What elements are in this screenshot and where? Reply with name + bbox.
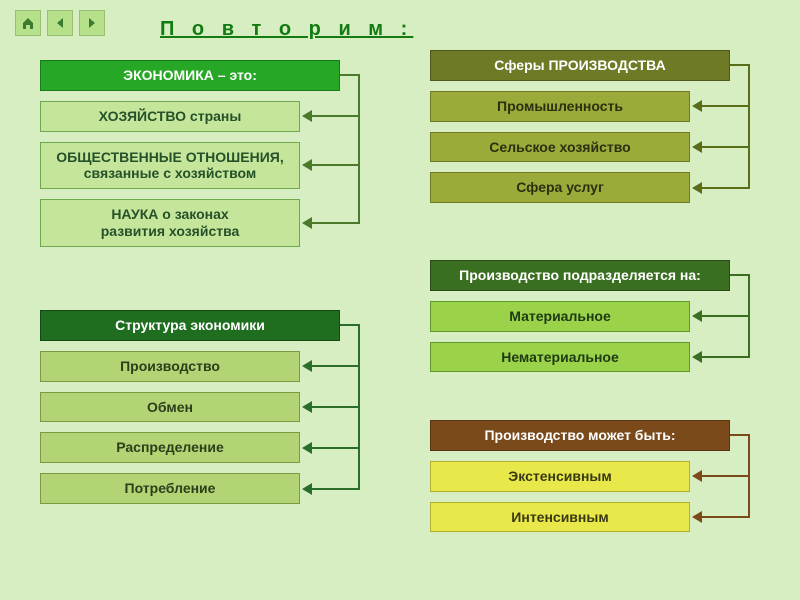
item-spheres-1: Сельское хозяйство <box>430 132 690 163</box>
arrow-icon <box>302 483 312 495</box>
item-economy-2: НАУКА о законахразвития хозяйства <box>40 199 300 247</box>
connector-line <box>702 105 748 107</box>
connector-line <box>702 146 748 148</box>
connector-line <box>340 324 360 326</box>
arrow-icon <box>692 470 702 482</box>
arrow-icon <box>692 351 702 363</box>
arrow-icon <box>302 442 312 454</box>
prev-button[interactable] <box>47 10 73 36</box>
connector-trunk <box>748 65 750 188</box>
item-structure-3: Потребление <box>40 473 300 504</box>
page-title: П о в т о р и м : <box>160 18 413 41</box>
home-icon <box>21 16 35 30</box>
connector-line <box>312 164 358 166</box>
connector-trunk <box>358 325 360 489</box>
prev-icon <box>54 17 66 29</box>
item-structure-1: Обмен <box>40 392 300 423</box>
connector-line <box>312 406 358 408</box>
connector-trunk <box>358 75 360 224</box>
item-structure-0: Производство <box>40 351 300 382</box>
item-spheres-0: Промышленность <box>430 91 690 122</box>
item-economy-1: ОБЩЕСТВЕННЫЕ ОТНОШЕНИЯ,связанные с хозяй… <box>40 142 300 190</box>
connector-line <box>730 64 750 66</box>
connector-line <box>702 475 748 477</box>
connector-line <box>340 74 360 76</box>
arrow-icon <box>302 217 312 229</box>
connector-line <box>702 516 748 518</box>
arrow-icon <box>692 141 702 153</box>
group-header-spheres: Сферы ПРОИЗВОДСТВА <box>430 50 730 81</box>
item-maybe-1: Интенсивным <box>430 502 690 533</box>
arrow-icon <box>302 401 312 413</box>
next-button[interactable] <box>79 10 105 36</box>
item-economy-0: ХОЗЯЙСТВО страны <box>40 101 300 132</box>
group-header-divides: Производство подразделяется на: <box>430 260 730 291</box>
item-divides-1: Нематериальное <box>430 342 690 373</box>
group-structure: Структура экономики Производство Обмен Расп… <box>40 310 380 522</box>
group-divides: Производство подразделяется на: Материаль… <box>430 260 770 390</box>
connector-line <box>702 315 748 317</box>
connector-line <box>312 115 358 117</box>
home-button[interactable] <box>15 10 41 36</box>
group-maybe: Производство может быть: Экстенсивным Инте… <box>430 420 770 550</box>
arrow-icon <box>692 511 702 523</box>
connector-line <box>312 222 358 224</box>
group-header-structure: Структура экономики <box>40 310 340 341</box>
connector-line <box>730 434 750 436</box>
arrow-icon <box>692 310 702 322</box>
item-maybe-0: Экстенсивным <box>430 461 690 492</box>
group-header-economy: ЭКОНОМИКА – это: <box>40 60 340 91</box>
connector-trunk <box>748 275 750 358</box>
group-spheres: Сферы ПРОИЗВОДСТВА Промышленность Сельское… <box>430 50 770 221</box>
arrow-icon <box>692 100 702 112</box>
item-structure-2: Распределение <box>40 432 300 463</box>
arrow-icon <box>302 360 312 372</box>
connector-trunk <box>748 435 750 518</box>
connector-line <box>312 447 358 449</box>
next-icon <box>86 17 98 29</box>
connector-line <box>702 187 748 189</box>
group-header-maybe: Производство может быть: <box>430 420 730 451</box>
arrow-icon <box>302 159 312 171</box>
group-economy: ЭКОНОМИКА – это: ХОЗЯЙСТВО страны ОБЩЕСТВЕ… <box>40 60 380 265</box>
connector-line <box>702 356 748 358</box>
connector-line <box>730 274 750 276</box>
arrow-icon <box>302 110 312 122</box>
connector-line <box>312 488 358 490</box>
item-divides-0: Материальное <box>430 301 690 332</box>
arrow-icon <box>692 182 702 194</box>
item-spheres-2: Сфера услуг <box>430 172 690 203</box>
connector-line <box>312 365 358 367</box>
